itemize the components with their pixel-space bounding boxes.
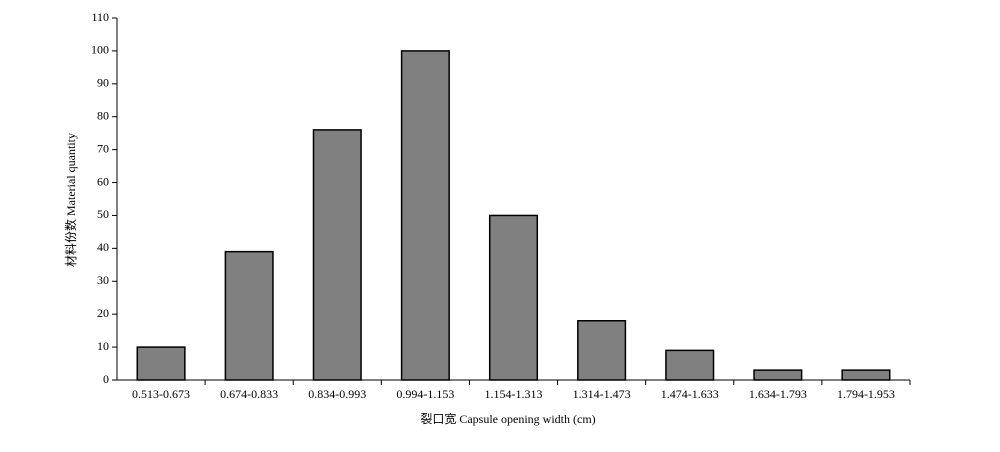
bar [665,349,715,381]
bar [488,214,539,381]
y-tick-label: 80 [97,108,109,122]
bar [400,50,450,381]
x-tick-label: 0.994-1.153 [396,387,454,401]
bar [224,250,274,381]
x-tick-label: 1.634-1.793 [749,387,807,401]
y-tick-label: 20 [97,306,109,320]
x-axis-title: 裂口宽 Capsule opening width (cm) [420,411,595,426]
y-tick-label: 10 [97,339,109,353]
y-tick-label: 70 [97,141,109,155]
y-tick-label: 50 [97,207,109,221]
y-tick-label: 90 [97,76,109,90]
bar [841,369,891,381]
y-tick-label: 100 [91,43,109,57]
x-tick-label: 0.513-0.673 [132,387,190,401]
bar [136,346,186,381]
x-tick-label: 1.794-1.953 [837,387,895,401]
y-tick-label: 30 [97,273,109,287]
y-tick-label: 0 [103,372,109,386]
bar [312,129,362,381]
y-tick-label: 40 [97,240,109,254]
y-tick-label: 60 [97,174,109,188]
y-axis-title: 材料份数 Material quantity [63,133,78,267]
bar [753,369,803,381]
x-tick-label: 0.674-0.833 [220,387,278,401]
x-tick-label: 0.834-0.993 [308,387,366,401]
bar [577,320,627,381]
x-tick-label: 1.154-1.313 [485,387,543,401]
x-tick-label: 1.314-1.473 [573,387,631,401]
x-tick-label: 1.474-1.633 [661,387,719,401]
y-tick-label: 110 [91,10,109,24]
